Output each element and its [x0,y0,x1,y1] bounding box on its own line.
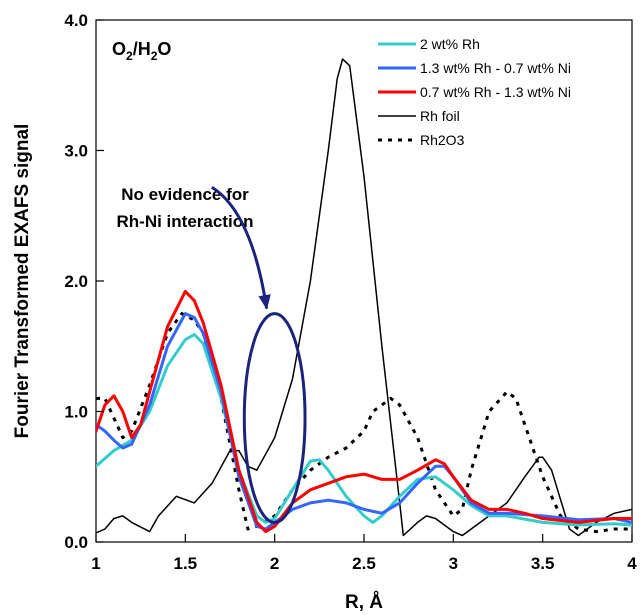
y-tick-label: 2.0 [64,272,88,291]
legend-label-3: Rh foil [420,108,460,124]
annotation-line-0: No evidence for [121,185,249,204]
condition-part-sub2: 2 [151,49,158,63]
condition-part-tail: O [157,39,171,59]
x-tick-label: 1 [91,554,100,573]
series-line-3 [96,58,632,537]
x-tick-label: 2.5 [352,554,376,573]
y-tick-label: 1.0 [64,403,88,422]
highlight-ellipse [242,312,307,524]
y-tick-label: 3.0 [64,142,88,161]
legend-label-0: 2 wt% Rh [420,36,480,52]
x-axis-title: R, Å [345,592,383,613]
condition-part-sub1: 2 [126,49,133,63]
series-line-1 [96,312,632,531]
x-tick-label: 3 [449,554,458,573]
condition-part-mid: /H [133,39,151,59]
condition-label: O2/H2O [112,39,171,63]
series-line-4 [96,312,632,534]
x-tick-label: 3.5 [531,554,555,573]
legend-label-2: 0.7 wt% Rh - 1.3 wt% Ni [420,84,571,100]
plot-area [95,19,633,543]
series-line-0 [96,333,632,527]
y-axis-title: Fourier Transformed EXAFS signal [12,124,33,439]
y-tick-label: 0.0 [64,533,88,552]
y-tick-label: 4.0 [64,11,88,30]
legend-label-4: Rh2O3 [420,132,465,148]
x-tick-label: 2 [270,554,279,573]
plot-frame [95,19,633,543]
series-line-2 [96,289,632,534]
series-layer [96,58,632,537]
legend-label-1: 1.3 wt% Rh - 0.7 wt% Ni [420,60,571,76]
legend: 2 wt% Rh 1.3 wt% Rh - 0.7 wt% Ni 0.7 wt% R… [378,36,571,148]
annotation-arrow [211,185,269,309]
axes-layer: 1 1.5 2 2.5 3 3.5 4 0.0 1.0 2.0 3.0 4.0 R, Å Fourier … [12,11,637,613]
annotation-line-1: Rh-Ni interaction [117,212,254,231]
x-tick-label: 1.5 [174,554,198,573]
condition-part-main: O [112,39,126,59]
x-tick-label: 4 [627,554,637,573]
annotation-arrowhead [258,294,271,310]
